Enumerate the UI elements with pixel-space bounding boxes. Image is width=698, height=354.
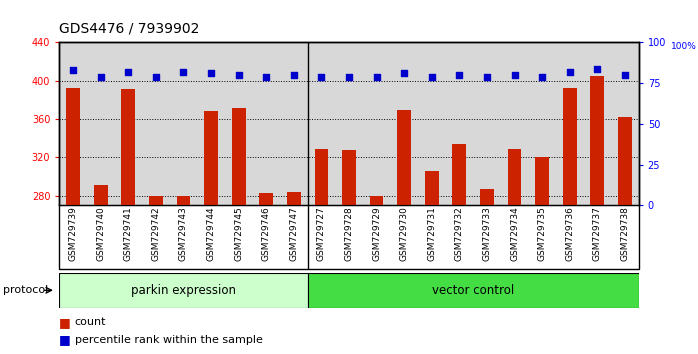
Text: GSM729738: GSM729738 — [621, 207, 630, 262]
Text: GSM729733: GSM729733 — [482, 207, 491, 262]
Point — [482, 74, 493, 80]
Text: GSM729729: GSM729729 — [372, 207, 381, 261]
Text: GSM729745: GSM729745 — [234, 207, 243, 261]
Point — [371, 74, 383, 80]
Text: GSM729740: GSM729740 — [96, 207, 105, 261]
Bar — [342, 150, 356, 205]
Point — [260, 74, 272, 80]
Point — [343, 74, 355, 80]
Text: GSM729741: GSM729741 — [124, 207, 133, 261]
Text: GSM729730: GSM729730 — [400, 207, 408, 262]
Bar — [563, 87, 577, 205]
Point — [399, 70, 410, 76]
Point — [564, 69, 575, 75]
Bar — [370, 196, 383, 205]
Text: GSM729728: GSM729728 — [345, 207, 353, 261]
Text: GSM729735: GSM729735 — [537, 207, 547, 262]
Point — [95, 74, 106, 80]
Bar — [94, 185, 107, 205]
Text: GSM729731: GSM729731 — [427, 207, 436, 262]
Point — [68, 67, 79, 73]
Bar — [315, 149, 328, 205]
Text: GSM729743: GSM729743 — [179, 207, 188, 261]
Bar — [287, 192, 301, 205]
Point — [509, 72, 520, 78]
Bar — [205, 112, 218, 205]
Text: GSM729734: GSM729734 — [510, 207, 519, 261]
Bar — [480, 189, 493, 205]
Text: GSM729732: GSM729732 — [455, 207, 464, 261]
Text: ■: ■ — [59, 333, 71, 346]
Bar — [121, 90, 135, 205]
Bar — [232, 108, 246, 205]
Text: GSM729739: GSM729739 — [68, 207, 77, 262]
Text: count: count — [75, 317, 106, 327]
Text: protocol: protocol — [3, 285, 49, 295]
Bar — [507, 149, 521, 205]
Bar — [535, 158, 549, 205]
Bar — [397, 109, 411, 205]
Text: ■: ■ — [59, 316, 71, 329]
Point — [288, 72, 299, 78]
Point — [205, 70, 216, 76]
Point — [592, 66, 603, 72]
Bar — [425, 171, 438, 205]
Text: GSM729736: GSM729736 — [565, 207, 574, 262]
Point — [233, 72, 244, 78]
Point — [150, 74, 161, 80]
Point — [426, 74, 438, 80]
Text: GSM729737: GSM729737 — [593, 207, 602, 262]
Text: GDS4476 / 7939902: GDS4476 / 7939902 — [59, 21, 200, 35]
Point — [315, 74, 327, 80]
Text: GSM729744: GSM729744 — [207, 207, 216, 261]
Bar — [59, 273, 308, 308]
Point — [454, 72, 465, 78]
Point — [123, 69, 134, 75]
Text: parkin expression: parkin expression — [131, 284, 236, 297]
Point — [619, 72, 630, 78]
Bar — [66, 87, 80, 205]
Text: GSM729746: GSM729746 — [262, 207, 271, 261]
Text: GSM729742: GSM729742 — [151, 207, 161, 261]
Bar — [308, 273, 639, 308]
Point — [537, 74, 548, 80]
Point — [178, 69, 189, 75]
Text: percentile rank within the sample: percentile rank within the sample — [75, 335, 262, 345]
Bar — [618, 117, 632, 205]
Bar — [260, 193, 273, 205]
Bar — [591, 76, 604, 205]
Bar — [149, 196, 163, 205]
Text: GSM729727: GSM729727 — [317, 207, 326, 261]
Text: GSM729747: GSM729747 — [290, 207, 298, 261]
Bar — [177, 196, 191, 205]
Bar — [452, 144, 466, 205]
Text: 100%: 100% — [671, 42, 697, 51]
Text: vector control: vector control — [432, 284, 514, 297]
